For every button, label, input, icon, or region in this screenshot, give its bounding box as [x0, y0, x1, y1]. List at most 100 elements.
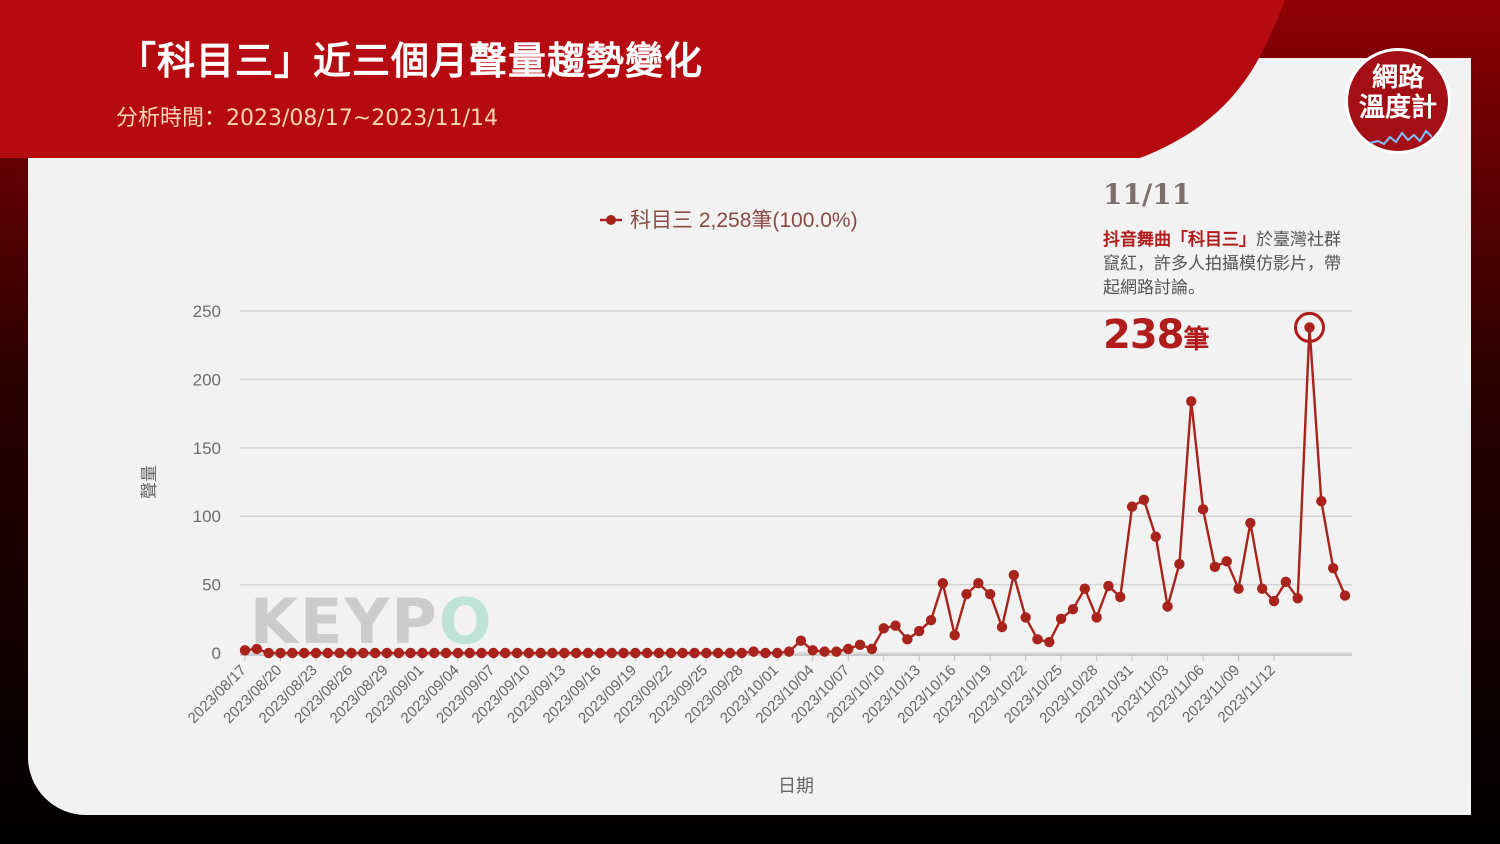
data-point	[902, 634, 913, 645]
data-point	[488, 647, 499, 659]
data-point	[1174, 558, 1185, 570]
data-point	[1067, 604, 1079, 615]
data-point	[736, 647, 747, 659]
annotation-unit: 筆	[1183, 325, 1210, 355]
data-point	[1316, 495, 1327, 507]
data-point	[464, 647, 475, 659]
y-tick-label: 200	[193, 370, 221, 389]
data-point	[346, 647, 357, 659]
page-title: 「科目三」近三個月聲量趨勢變化	[118, 39, 704, 83]
keypo-watermark: KEYPO	[250, 585, 493, 658]
data-point	[1162, 601, 1173, 612]
y-tick-label: 150	[193, 439, 221, 458]
data-point	[1079, 583, 1090, 594]
legend-marker	[606, 215, 616, 225]
y-tick-label: 0	[212, 644, 221, 663]
data-point	[973, 578, 984, 589]
data-point	[996, 621, 1008, 633]
data-point	[393, 647, 404, 659]
data-point	[866, 643, 878, 655]
data-point	[405, 647, 416, 659]
data-point	[440, 647, 452, 659]
data-point	[724, 647, 736, 659]
data-point	[1020, 612, 1031, 623]
analysis-period: 分析時間：2023/08/17~2023/11/14	[116, 106, 499, 131]
data-point	[1339, 590, 1351, 601]
data-point	[772, 647, 783, 659]
annotation-number: 238	[1103, 312, 1184, 358]
data-point	[949, 630, 960, 641]
annotation-date: 11/11	[1103, 178, 1192, 211]
data-point	[1008, 569, 1020, 581]
data-point	[1186, 396, 1197, 407]
data-point	[1221, 556, 1232, 567]
peak-highlight-ring	[1294, 311, 1326, 343]
data-point	[913, 625, 925, 637]
data-point	[1327, 562, 1339, 574]
data-point	[641, 647, 653, 659]
y-tick-label: 100	[193, 507, 221, 526]
data-point	[984, 588, 996, 600]
data-point	[925, 614, 937, 626]
data-point	[263, 647, 274, 659]
data-point	[1268, 595, 1280, 607]
data-point	[322, 647, 333, 659]
data-point	[334, 647, 345, 659]
data-point	[1304, 322, 1315, 333]
annotation-body: 於臺灣社群竄紅，許多人拍攝模仿影片，帶起網路討論。	[1103, 230, 1341, 298]
data-point	[582, 647, 594, 659]
data-point	[701, 647, 712, 659]
data-point	[783, 646, 795, 657]
data-point	[878, 623, 889, 634]
y-tick-label: 50	[202, 576, 221, 595]
annotation-value: 238筆	[1103, 312, 1210, 358]
data-point	[358, 647, 369, 659]
data-point	[239, 645, 251, 656]
data-point	[381, 647, 393, 659]
data-point	[665, 647, 677, 659]
data-point	[1115, 591, 1126, 603]
data-point	[594, 647, 606, 659]
data-point	[251, 643, 263, 655]
chart-card	[28, 58, 1471, 815]
brand-logo: 網路 溫度計	[1345, 48, 1451, 154]
data-point	[275, 647, 286, 659]
data-point	[287, 647, 298, 659]
data-point	[937, 578, 949, 589]
data-point	[310, 647, 322, 659]
data-point	[807, 645, 818, 656]
watermark-o-icon: O	[438, 585, 494, 658]
data-point	[795, 635, 807, 646]
data-point	[511, 647, 523, 659]
data-point	[748, 646, 759, 657]
data-point	[1280, 576, 1292, 588]
data-point	[476, 647, 487, 659]
data-point	[523, 647, 535, 659]
data-point	[1292, 593, 1303, 604]
annotation-text: 抖音舞曲「科目三」於臺灣社群竄紅，許多人拍攝模仿影片，帶起網路討論。	[1103, 228, 1353, 300]
data-point	[1257, 583, 1268, 594]
pulse-icon	[1370, 129, 1432, 146]
data-point	[1103, 580, 1114, 592]
data-point	[547, 647, 558, 659]
data-point	[712, 647, 724, 659]
data-point	[961, 588, 972, 600]
data-point	[1233, 583, 1244, 594]
data-point	[606, 647, 617, 659]
data-point	[1150, 531, 1161, 542]
data-point	[1044, 636, 1055, 648]
brand-logo-line1: 網路	[1371, 63, 1424, 93]
data-point	[298, 647, 310, 659]
data-point	[854, 639, 866, 650]
data-point	[570, 647, 582, 659]
annotation-highlight: 抖音舞曲「科目三」	[1103, 230, 1256, 250]
data-point	[369, 647, 381, 659]
data-point	[831, 646, 842, 657]
data-point	[618, 647, 629, 659]
header-banner	[0, 0, 1285, 158]
x-axis-title: 日期	[778, 776, 814, 797]
y-axis-title: 聲量	[140, 465, 160, 499]
data-point	[452, 647, 464, 659]
data-point	[1209, 561, 1221, 573]
data-point	[1055, 613, 1067, 624]
